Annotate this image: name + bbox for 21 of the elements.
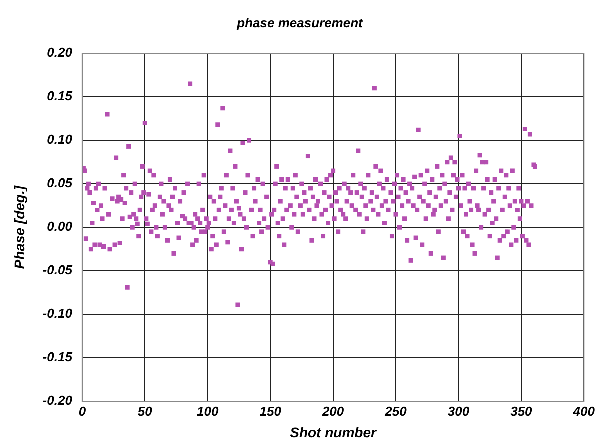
x-tick-label: 150 <box>260 404 282 419</box>
x-tick-label: 0 <box>78 404 87 419</box>
x-tick-label: 300 <box>448 404 470 419</box>
y-tick-label: 0.00 <box>47 219 74 234</box>
x-tick-label: 50 <box>138 404 154 419</box>
y-tick-label: 0.15 <box>47 88 74 104</box>
x-tick-label: 250 <box>384 404 408 419</box>
y-tick-label: -0.15 <box>42 350 74 365</box>
y-tick-label: -0.10 <box>42 306 74 322</box>
y-tick-label: -0.05 <box>42 262 74 278</box>
x-tick-label: 100 <box>197 404 220 419</box>
y-tick-label: 0.10 <box>47 132 74 148</box>
y-tick-label: 0.05 <box>47 176 74 191</box>
x-tick-label: 200 <box>321 404 345 419</box>
x-axis-title: Shot number <box>290 424 378 440</box>
chart-title: phase measurement <box>236 15 364 30</box>
x-tick-label: 350 <box>510 404 534 419</box>
y-tick-label: 0.20 <box>47 45 74 60</box>
y-axis-title: Phase [deg.] <box>11 184 28 270</box>
x-tick-label: 400 <box>572 404 596 419</box>
y-tick-label: -0.20 <box>42 393 74 408</box>
